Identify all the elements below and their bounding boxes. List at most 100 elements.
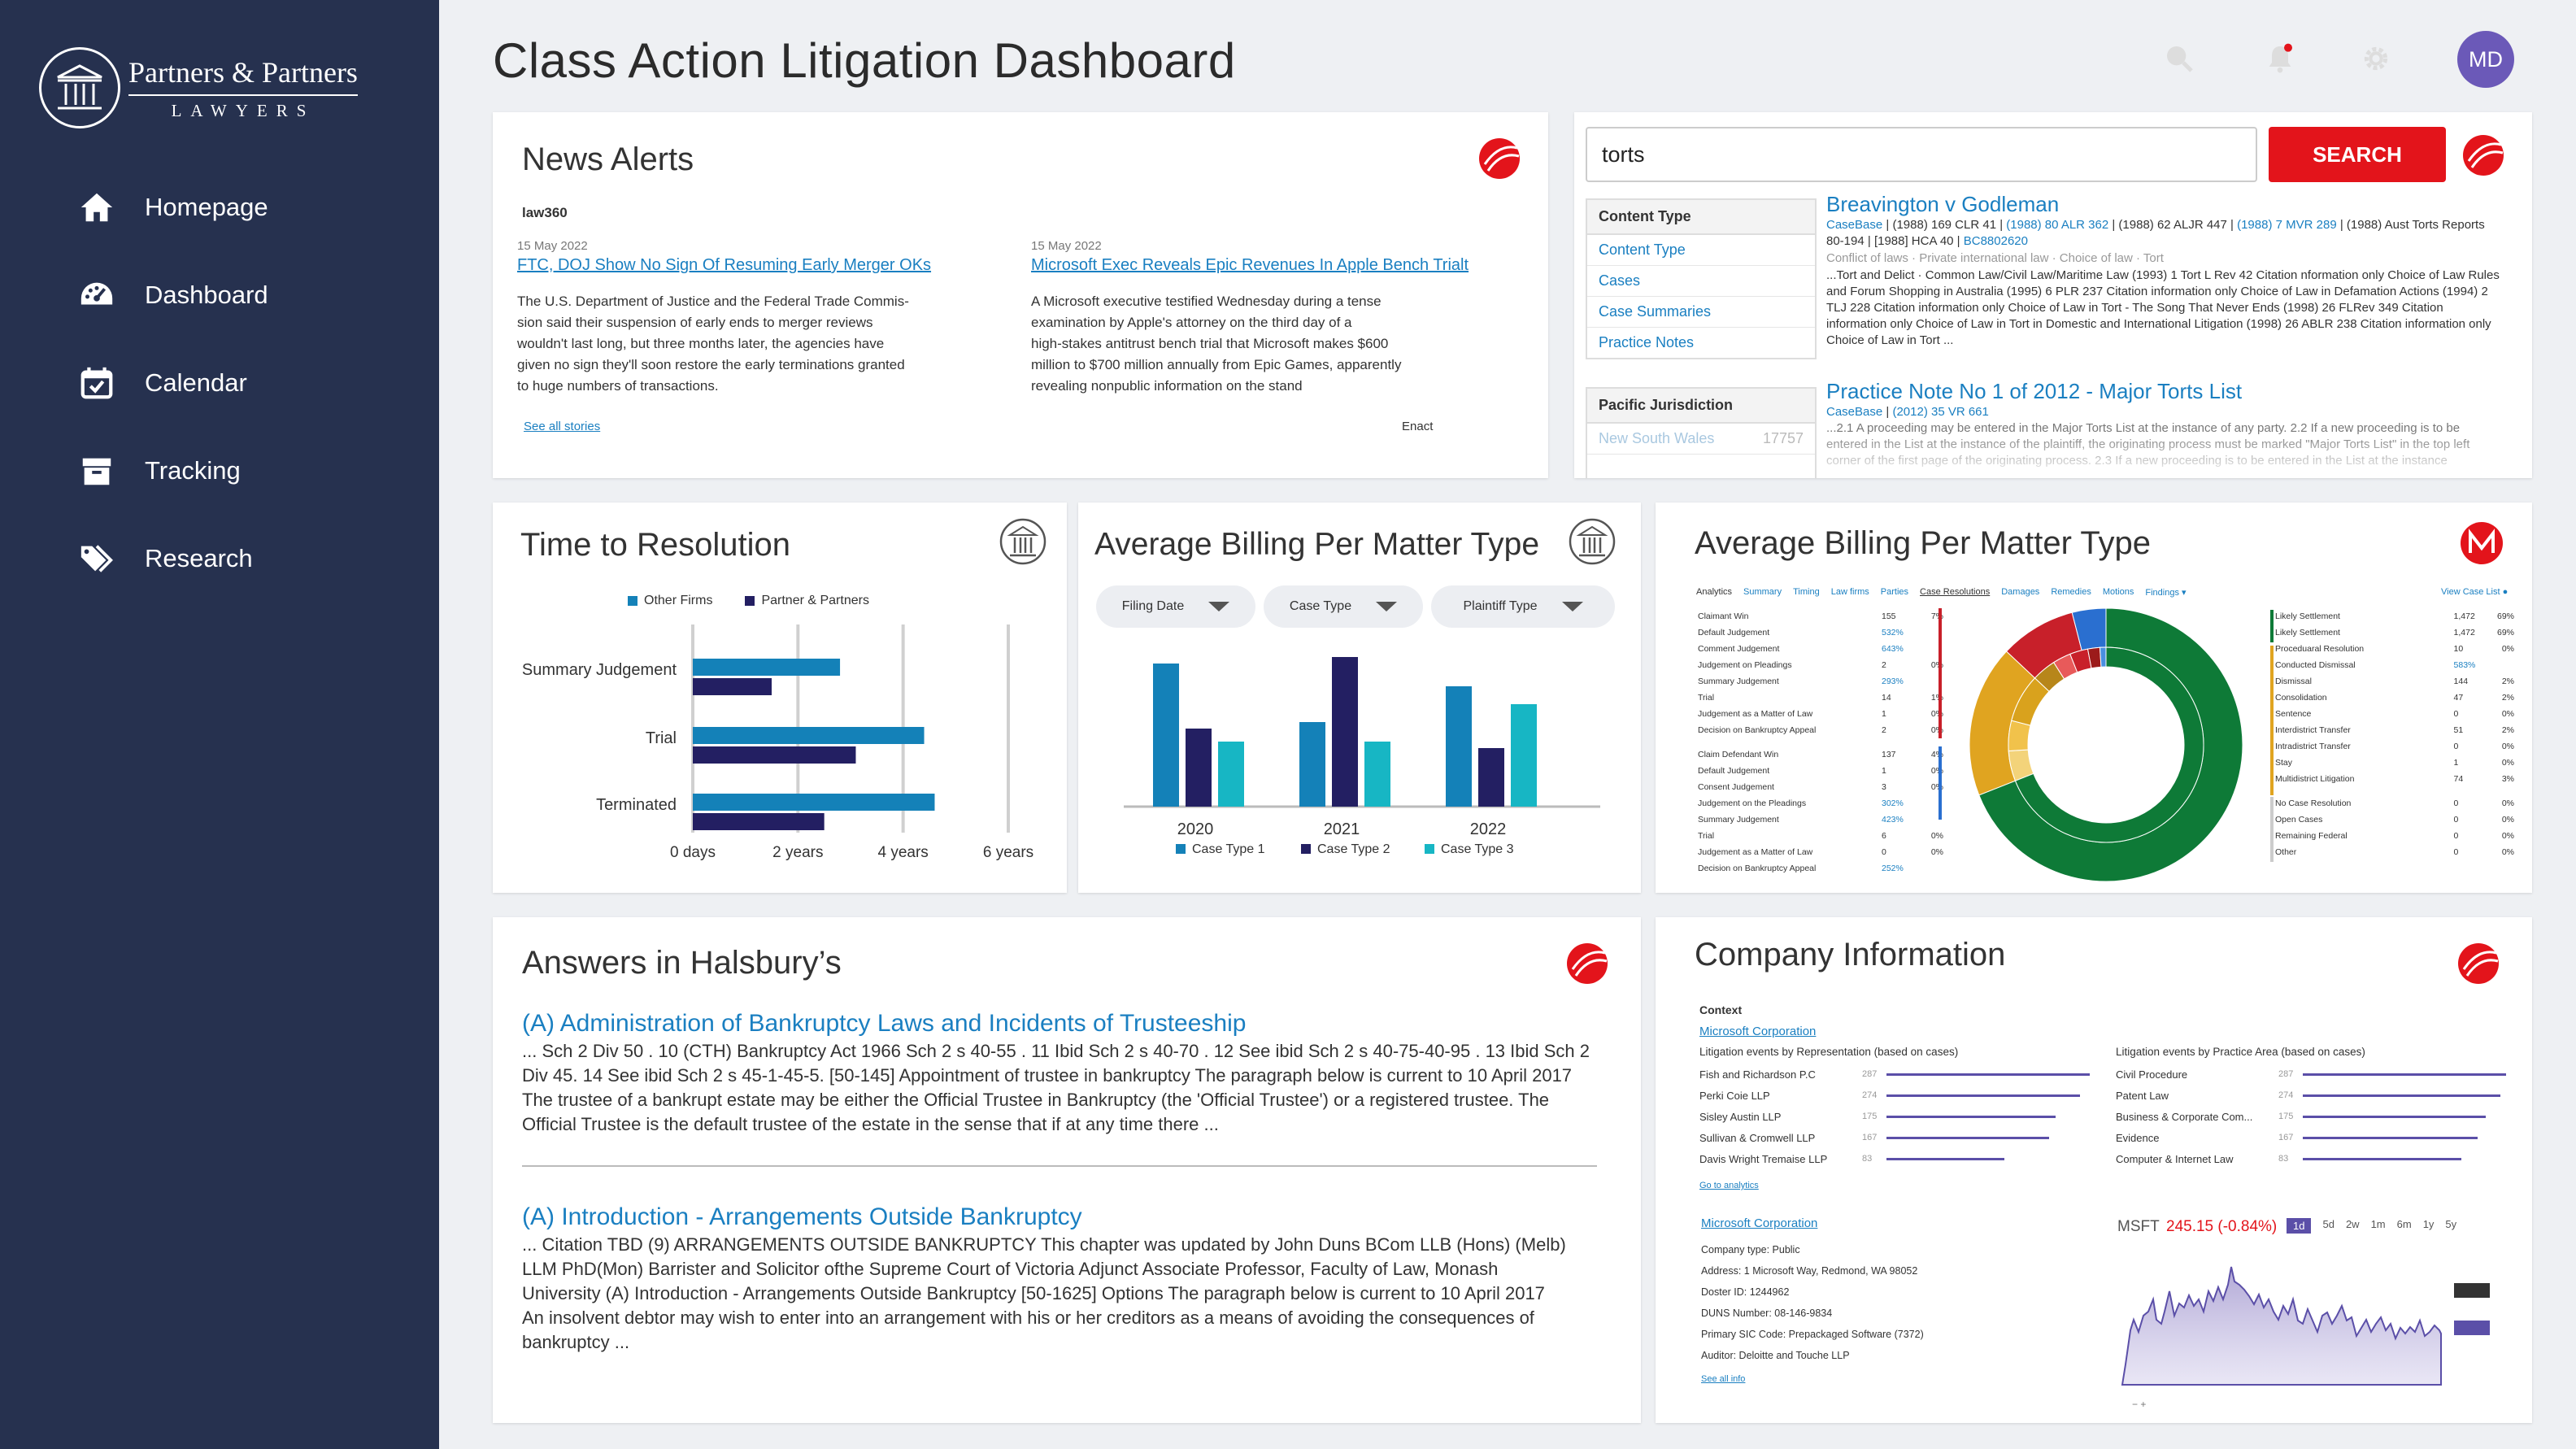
pillar-logo-icon	[999, 518, 1046, 565]
bell-icon[interactable]	[2264, 42, 2296, 75]
answer-title-link[interactable]: (A) Administration of Bankruptcy Laws an…	[522, 1010, 1247, 1037]
tab-findings[interactable]: Findings ▾	[2145, 588, 2187, 598]
list-item[interactable]: Perki Coie LLP 274	[1699, 1085, 2090, 1106]
go-to-analytics-link[interactable]: Go to analytics	[1699, 1181, 1759, 1190]
news-headline-link[interactable]: Microsoft Exec Reveals Epic Revenues In …	[1031, 256, 1469, 274]
search-button[interactable]: SEARCH	[2269, 127, 2446, 182]
tab-analytics[interactable]: Analytics	[1696, 587, 1733, 597]
analytics-tabs: Analytics Summary Timing Law firms Parti…	[1696, 587, 2187, 598]
nav-homepage[interactable]: Homepage	[78, 189, 268, 226]
search-input[interactable]	[1586, 127, 2257, 182]
pillar-logo-icon	[1569, 518, 1616, 565]
x-tick-label: 0 days	[670, 844, 716, 861]
list-item[interactable]: Fish and Richardson P.C 287	[1699, 1064, 2090, 1085]
search-card: SEARCH Content Type Content Type Cases C…	[1574, 112, 2532, 478]
average-billing-card: Average Billing Per Matter Type Filing D…	[1078, 503, 1641, 893]
legend-label: Case Type 3	[1441, 842, 1514, 856]
bar	[1299, 722, 1325, 807]
range-5y[interactable]: 5y	[2445, 1218, 2457, 1230]
filter-option[interactable]: New South Wales 17757	[1587, 424, 1815, 455]
legend-swatch	[1425, 844, 1434, 854]
lex-machina-logo-icon	[2461, 522, 2503, 564]
tab-damages[interactable]: Damages	[2001, 587, 2040, 597]
avatar[interactable]: MD	[2457, 31, 2514, 88]
list-item[interactable]: Sullivan & Cromwell LLP 167	[1699, 1127, 2090, 1148]
filter-heading: Pacific Jurisdiction	[1587, 389, 1815, 424]
nav-research[interactable]: Research	[78, 540, 253, 577]
view-case-list-link[interactable]: View Case List ●	[2441, 587, 2509, 597]
news-date: 15 May 2022	[517, 239, 588, 253]
average-billing-breakdown-card: Average Billing Per Matter Type Analytic…	[1656, 503, 2532, 893]
plaintiff-type-dropdown[interactable]: Plaintiff Type	[1431, 585, 1615, 628]
news-date: 15 May 2022	[1031, 239, 1102, 253]
nav-calendar[interactable]: Calendar	[78, 364, 247, 402]
resolution-table-left: Claimant Win 155 7% Default Judgement 532% Co…	[1698, 608, 1943, 877]
answer-snippet: ... Sch 2 Div 50 . 10 (CTH) Bankruptcy A…	[522, 1041, 1590, 1134]
range-1m[interactable]: 1m	[2370, 1218, 2386, 1230]
divider	[522, 1165, 1597, 1167]
practice-area-heading: Litigation events by Practice Area (base…	[2116, 1046, 2365, 1058]
x-tick-label: 6 years	[983, 844, 1033, 861]
nav-dashboard[interactable]: Dashboard	[78, 276, 268, 314]
count-bar	[2303, 1094, 2500, 1097]
filter-option[interactable]: Cases	[1587, 266, 1815, 297]
list-item[interactable]: Davis Wright Tremaise LLP 83	[1699, 1148, 2090, 1169]
legend-swatch	[1301, 844, 1311, 854]
answer-title-link[interactable]: (A) Introduction - Arrangements Outside …	[522, 1203, 1082, 1230]
result-title-link[interactable]: Breavington v Godleman	[1826, 192, 2060, 216]
chart-legend: Other Firms Partner & Partners	[628, 594, 869, 608]
result-title-link[interactable]: Practice Note No 1 of 2012 - Major Torts…	[1826, 379, 2243, 403]
company-link[interactable]: Microsoft Corporation	[1699, 1025, 1817, 1038]
halsbury-answer: (A) Introduction - Arrangements Outside …	[522, 1203, 1603, 1355]
company-link[interactable]: Microsoft Corporation	[1701, 1216, 1818, 1230]
table-row: Open Cases 0 0%	[2275, 815, 2514, 825]
tab-remedies[interactable]: Remedies	[2051, 587, 2091, 597]
range-6m[interactable]: 6m	[2396, 1218, 2412, 1230]
see-all-stories-link[interactable]: See all stories	[524, 420, 601, 433]
table-row: Remaining Federal 0 0%	[2275, 831, 2514, 841]
zoom-controls[interactable]: − +	[2132, 1399, 2147, 1410]
table-row: Multidistrict Litigation 74 3%	[2275, 774, 2514, 784]
range-1d[interactable]: 1d	[2287, 1218, 2312, 1234]
tags-icon	[80, 545, 113, 572]
list-item[interactable]: Business & Corporate Com... 175	[2116, 1106, 2506, 1127]
tab-parties[interactable]: Parties	[1880, 587, 1909, 597]
range-5d[interactable]: 5d	[2322, 1218, 2334, 1230]
filing-date-dropdown[interactable]: Filing Date	[1096, 585, 1255, 628]
filter-option[interactable]: Content Type	[1587, 235, 1815, 266]
caret-down-icon	[1376, 602, 1398, 611]
range-1y[interactable]: 1y	[2422, 1218, 2435, 1230]
result-snippet: ...Tort and Delict · Common Law/Civil La…	[1826, 268, 2500, 347]
search-icon[interactable]	[2163, 42, 2195, 75]
gear-icon[interactable]	[2360, 42, 2392, 75]
tab-motions[interactable]: Motions	[2102, 587, 2134, 597]
news-headline-link[interactable]: FTC, DOJ Show No Sign Of Resuming Early …	[517, 256, 932, 274]
tab-timing[interactable]: Timing	[1793, 587, 1820, 597]
tab-law-firms[interactable]: Law firms	[1830, 587, 1869, 597]
filter-option[interactable]: Case Summaries	[1587, 297, 1815, 328]
list-item[interactable]: Evidence 167	[2116, 1127, 2506, 1148]
bar	[693, 678, 772, 695]
range-2w[interactable]: 2w	[2345, 1218, 2360, 1230]
list-item[interactable]: Patent Law 274	[2116, 1085, 2506, 1106]
list-item[interactable]: Civil Procedure 287	[2116, 1064, 2506, 1085]
tab-case-resolutions[interactable]: Case Resolutions	[1920, 587, 1991, 597]
case-type-dropdown[interactable]: Case Type	[1264, 585, 1423, 628]
nav-label: Dashboard	[145, 281, 268, 309]
table-row: Summary Judgement 423%	[1698, 815, 1904, 825]
see-all-info-link[interactable]: See all info	[1701, 1374, 1746, 1384]
list-item[interactable]: Sisley Austin LLP 175	[1699, 1106, 2090, 1127]
tab-summary[interactable]: Summary	[1743, 587, 1782, 597]
lexis-logo-icon	[2458, 943, 2499, 984]
firm-logo[interactable]: Partners & Partners LAWYERS	[39, 47, 358, 128]
representation-list: Fish and Richardson P.C 287 Perki Coie LLP…	[1699, 1064, 2090, 1169]
list-item[interactable]: Computer & Internet Law 83	[2116, 1148, 2506, 1169]
nav-tracking[interactable]: Tracking	[78, 452, 241, 490]
table-row: Trial 14 1%	[1698, 693, 1943, 703]
table-row: Trial 6 0%	[1698, 831, 1943, 841]
company-details: Company type: Public Address: 1 Microsof…	[1701, 1244, 1924, 1361]
news-item: 15 May 2022 FTC, DOJ Show No Sign Of Res…	[517, 239, 956, 397]
donut-inner-slice	[2008, 720, 2031, 752]
filter-option[interactable]: Practice Notes	[1599, 334, 1695, 350]
table-row: Default Judgement 1 0%	[1698, 766, 1943, 776]
